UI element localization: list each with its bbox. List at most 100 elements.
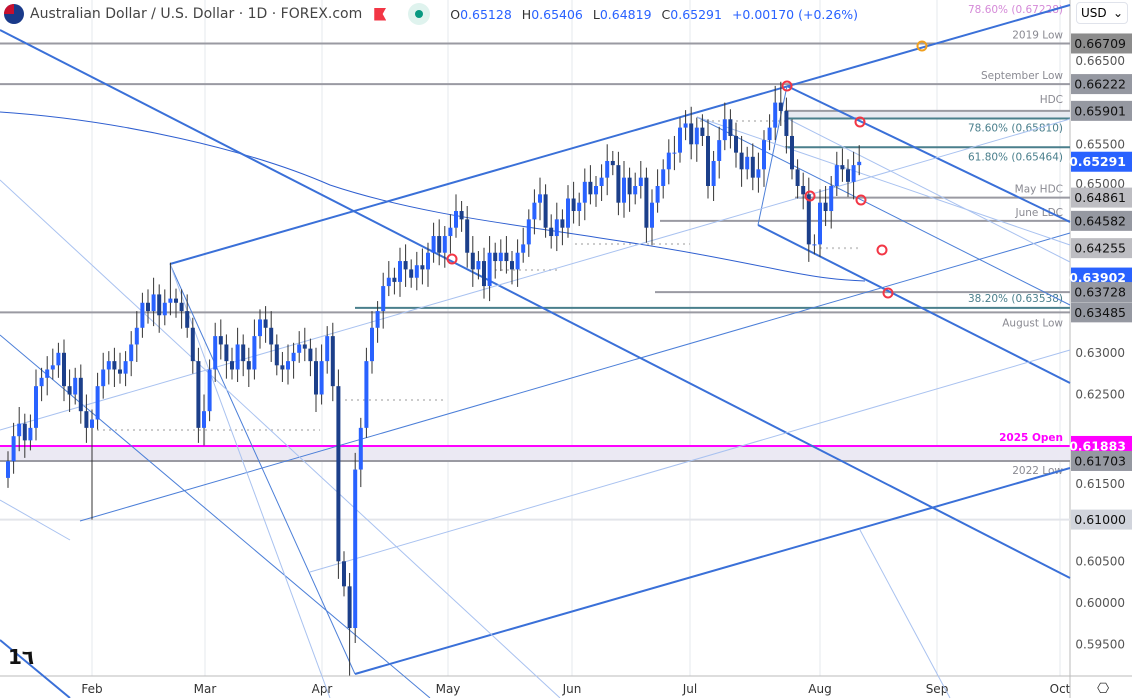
candle-up <box>34 386 38 428</box>
y-tick-label: 0.61500 <box>1075 477 1125 491</box>
low-value: 0.64819 <box>599 6 652 22</box>
candle-up <box>426 252 430 270</box>
candle-up <box>319 361 324 395</box>
candle-up <box>325 336 330 362</box>
pivot-marker <box>781 80 793 92</box>
candle-up <box>235 344 240 370</box>
candle-down <box>482 261 486 287</box>
level-label: 61.80% (0.65464) <box>968 151 1063 163</box>
candle-down <box>588 181 593 195</box>
price-badge-label: 0.61703 <box>1074 453 1126 468</box>
candle-down <box>801 186 806 195</box>
open-label: O <box>450 6 461 22</box>
candle-up <box>95 386 100 420</box>
green-dot-icon <box>415 10 424 18</box>
candle-down <box>778 102 783 111</box>
symbol-title[interactable]: Australian Dollar / U.S. Dollar · 1D · F… <box>30 6 363 22</box>
tradingview-logo[interactable]: 1٦ <box>8 645 37 669</box>
trendline <box>169 4 1071 265</box>
price-badge <box>1071 187 1132 208</box>
gear-icon[interactable]: ⎔ <box>1097 681 1110 697</box>
trendline <box>696 116 1071 246</box>
candle-down <box>84 411 89 428</box>
candle-down <box>174 298 178 303</box>
candle-down <box>314 361 318 395</box>
candle-up <box>151 294 156 312</box>
candle-up <box>672 152 677 154</box>
candle-up <box>622 177 626 203</box>
price-badge <box>1071 435 1132 456</box>
change-value: +0.00170 (+0.26%) <box>731 6 859 22</box>
level-label: 2019 Low <box>1012 29 1063 41</box>
candle-up <box>431 236 436 253</box>
candle-down <box>218 336 223 345</box>
candle-down <box>790 135 794 170</box>
pivot-marker <box>882 287 894 299</box>
candle-up <box>722 119 727 141</box>
level-label: 2025 Open <box>999 432 1063 444</box>
candle-down <box>689 123 694 145</box>
candle-down <box>846 169 850 182</box>
close-label: C <box>661 6 671 22</box>
candle-up <box>50 365 55 370</box>
candle-up <box>123 361 128 374</box>
price-badge <box>1071 302 1132 323</box>
trendline <box>354 467 1071 675</box>
x-tick-label: Jul <box>682 682 697 696</box>
trendline <box>696 116 1071 306</box>
red-flag-icon[interactable] <box>374 7 387 21</box>
pivot-marker <box>446 253 458 265</box>
x-tick-label: Mar <box>194 682 217 696</box>
level-label: 38.20% (0.63538) <box>968 293 1063 305</box>
candle-up <box>756 169 761 178</box>
candle-down <box>823 202 828 212</box>
price-badge-label: 0.64861 <box>1074 190 1126 205</box>
zone-2025open-2022low <box>0 445 1070 461</box>
price-badge <box>1071 74 1132 95</box>
candle-down <box>840 165 845 170</box>
trendline <box>0 118 1071 431</box>
candle-down <box>459 211 464 220</box>
price-badge <box>1071 238 1132 259</box>
candle-up <box>90 419 94 428</box>
chevron-down-icon: ⌄ <box>1112 6 1123 20</box>
candle-down <box>571 198 576 212</box>
trendline <box>0 639 71 698</box>
candle-up <box>258 319 262 337</box>
y-tick-label: 0.59500 <box>1075 638 1125 652</box>
candle-up <box>202 411 206 428</box>
candle-down <box>347 586 352 629</box>
price-badge-label: 0.63485 <box>1074 305 1126 320</box>
candle-down <box>78 377 83 412</box>
candle-down <box>795 169 800 186</box>
candle-up <box>818 202 822 245</box>
close-value: 0.65291 <box>670 6 722 22</box>
currency-selector[interactable]: USD ⌄ <box>1076 2 1128 24</box>
candle-up <box>168 298 173 303</box>
candle-down <box>616 165 621 203</box>
candle-up <box>129 344 134 362</box>
trendline <box>309 349 1071 573</box>
candle-up <box>526 219 531 245</box>
trendline <box>786 85 1071 223</box>
price-badge-label: 0.65901 <box>1074 103 1126 118</box>
moving-average-line <box>0 111 866 282</box>
y-tick-label: 0.65000 <box>1075 177 1125 191</box>
trendline <box>757 224 1071 384</box>
market-status[interactable] <box>408 3 431 25</box>
price-badge-label: 0.64582 <box>1074 213 1126 228</box>
high-label: H <box>521 6 532 22</box>
candle-up <box>476 261 481 270</box>
candle-down <box>230 361 234 370</box>
candle-down <box>190 327 195 362</box>
y-tick-label: 0.60500 <box>1075 554 1125 568</box>
trendline <box>79 232 1071 522</box>
candle-down <box>437 236 442 253</box>
y-tick-label: 0.65500 <box>1075 137 1125 151</box>
candle-up <box>711 160 716 186</box>
candle-down <box>112 361 117 370</box>
candle-up <box>650 202 654 228</box>
x-tick-label: Apr <box>312 682 333 696</box>
trendline <box>169 263 356 675</box>
